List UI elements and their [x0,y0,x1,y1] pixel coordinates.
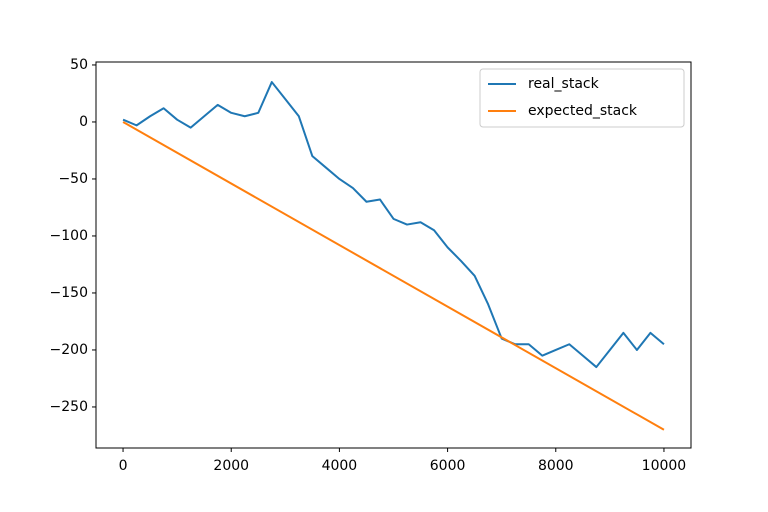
legend-label: real_stack [528,76,600,92]
x-tick-label: 10000 [642,458,687,474]
legend-box [479,68,685,128]
line-series [122,121,665,431]
y-tick-label: −150 [50,285,88,301]
x-tick-label: 4000 [322,458,358,474]
x-tick-label: 2000 [213,458,249,474]
x-tick-label: 8000 [538,458,574,474]
y-tick-label: 0 [79,114,88,130]
y-tick-label: −200 [50,342,88,358]
plot-frame [95,61,692,449]
x-tick-label: 0 [119,458,128,474]
y-tick-label: 50 [70,57,88,73]
y-tick-label: −250 [50,399,88,415]
legend-label: expected_stack [528,103,638,119]
y-tick-label: −50 [58,171,88,187]
line-series [122,81,665,369]
x-tick-label: 6000 [430,458,466,474]
y-tick-label: −100 [50,228,88,244]
